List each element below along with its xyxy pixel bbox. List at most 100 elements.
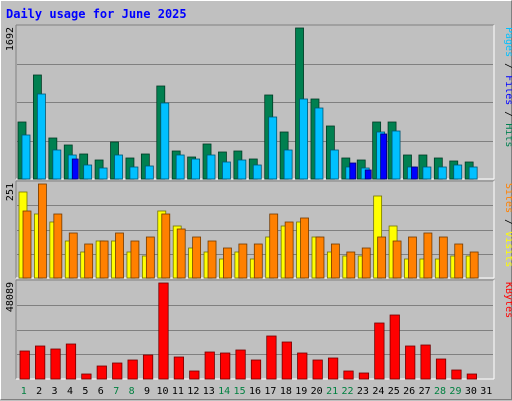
bar-pages-day-23 xyxy=(364,169,372,180)
day-label-6: 6 xyxy=(98,386,104,397)
day-label-31: 31 xyxy=(480,386,492,397)
bar-files-day-12 xyxy=(191,158,201,180)
panel-middle-max-label: 251 xyxy=(5,183,16,201)
bar-files-day-2 xyxy=(37,93,46,180)
bar-kbytes-day-4 xyxy=(65,343,77,380)
legend-entry-kbytes: KBytes xyxy=(503,282,512,318)
bar-kbytes-day-6 xyxy=(96,365,107,380)
bar-sites-day-25 xyxy=(392,240,402,279)
day-label-7: 7 xyxy=(113,386,119,397)
day-label-3: 3 xyxy=(52,386,58,397)
bar-files-day-11 xyxy=(175,154,185,180)
bar-sites-day-2 xyxy=(38,183,47,279)
bar-kbytes-day-29 xyxy=(451,369,462,380)
day-label-24: 24 xyxy=(372,386,384,397)
panel-bottom-max-label: 48089 xyxy=(5,282,16,312)
bar-kbytes-day-9 xyxy=(142,354,154,380)
bar-sites-day-9 xyxy=(145,236,155,279)
bar-files-day-10 xyxy=(160,102,170,180)
bar-files-day-3 xyxy=(52,149,62,180)
bar-files-day-13 xyxy=(206,154,216,180)
day-label-30: 30 xyxy=(465,386,477,397)
bar-files-day-29 xyxy=(453,164,463,180)
bar-sites-day-23 xyxy=(361,247,371,279)
legend-entry-pages: Pages xyxy=(503,27,512,57)
legend-entry-: / xyxy=(503,57,512,75)
day-label-8: 8 xyxy=(129,386,135,397)
bar-files-day-8 xyxy=(129,166,139,180)
day-label-1: 1 xyxy=(21,386,27,397)
day-label-22: 22 xyxy=(341,386,353,397)
bar-kbytes-day-1 xyxy=(19,350,30,380)
bar-files-day-15 xyxy=(237,159,247,180)
bar-files-day-20 xyxy=(314,107,324,180)
bar-files-day-5 xyxy=(83,164,93,180)
legend-entry-: / xyxy=(503,105,512,123)
bar-files-day-30 xyxy=(468,166,478,180)
bar-sites-day-6 xyxy=(99,240,109,279)
bar-kbytes-day-17 xyxy=(266,335,277,380)
bar-sites-day-19 xyxy=(300,217,309,279)
bar-kbytes-day-23 xyxy=(358,372,370,380)
bar-files-day-21 xyxy=(329,149,339,180)
bar-kbytes-day-5 xyxy=(81,373,92,380)
bar-sites-day-22 xyxy=(346,251,356,279)
day-label-2: 2 xyxy=(36,386,42,397)
day-label-10: 10 xyxy=(156,386,168,397)
bar-sites-day-4 xyxy=(68,232,78,279)
day-label-20: 20 xyxy=(311,386,323,397)
bar-sites-day-13 xyxy=(207,240,217,279)
bar-files-day-16 xyxy=(252,164,262,180)
bar-sites-day-17 xyxy=(269,213,279,279)
day-label-14: 14 xyxy=(218,386,230,397)
day-label-17: 17 xyxy=(264,386,276,397)
bar-sites-day-8 xyxy=(130,240,140,279)
day-label-18: 18 xyxy=(280,386,292,397)
panel-bottom-legend: KBytes xyxy=(503,282,512,318)
bar-kbytes-day-18 xyxy=(281,341,292,380)
bar-sites-day-20 xyxy=(315,236,325,279)
day-label-9: 9 xyxy=(144,386,150,397)
bar-kbytes-day-7 xyxy=(112,362,123,380)
panel-middle-legend: Sites / Visits xyxy=(503,183,512,267)
bar-sites-day-30 xyxy=(469,251,479,279)
bar-kbytes-day-8 xyxy=(127,359,138,380)
bar-kbytes-day-19 xyxy=(297,352,308,380)
bar-sites-day-11 xyxy=(176,228,186,279)
bar-pages-day-26 xyxy=(411,166,418,180)
day-label-15: 15 xyxy=(234,386,246,397)
bar-pages-day-24 xyxy=(380,133,388,180)
day-label-25: 25 xyxy=(388,386,400,397)
bar-sites-day-12 xyxy=(192,236,202,279)
bar-kbytes-day-22 xyxy=(343,370,354,380)
bar-files-day-28 xyxy=(437,166,447,180)
bar-sites-day-28 xyxy=(438,236,448,279)
bar-pages-day-4 xyxy=(71,158,79,180)
bar-files-day-6 xyxy=(98,167,108,180)
legend-entry-hits: Hits xyxy=(503,123,512,147)
bar-kbytes-day-2 xyxy=(35,345,46,380)
bar-sites-day-27 xyxy=(423,232,433,279)
bar-files-day-7 xyxy=(114,154,123,180)
day-label-11: 11 xyxy=(172,386,184,397)
bar-kbytes-day-15 xyxy=(235,349,246,380)
day-label-21: 21 xyxy=(326,386,338,397)
bar-kbytes-day-27 xyxy=(420,344,431,380)
bar-sites-day-3 xyxy=(53,213,63,279)
bar-sites-day-14 xyxy=(223,247,232,279)
bar-sites-day-1 xyxy=(22,210,32,279)
bar-sites-day-7 xyxy=(115,232,124,279)
day-label-19: 19 xyxy=(295,386,307,397)
bar-sites-day-26 xyxy=(408,236,417,279)
bar-pages-day-22 xyxy=(349,162,357,180)
bar-kbytes-day-25 xyxy=(389,314,400,380)
day-label-4: 4 xyxy=(67,386,73,397)
bar-kbytes-day-20 xyxy=(312,359,323,380)
bar-kbytes-day-10 xyxy=(158,282,169,380)
bar-kbytes-day-13 xyxy=(204,351,215,380)
day-label-28: 28 xyxy=(434,386,446,397)
bar-sites-day-16 xyxy=(253,243,263,279)
bar-kbytes-day-3 xyxy=(50,348,61,380)
bar-sites-day-15 xyxy=(238,243,248,279)
